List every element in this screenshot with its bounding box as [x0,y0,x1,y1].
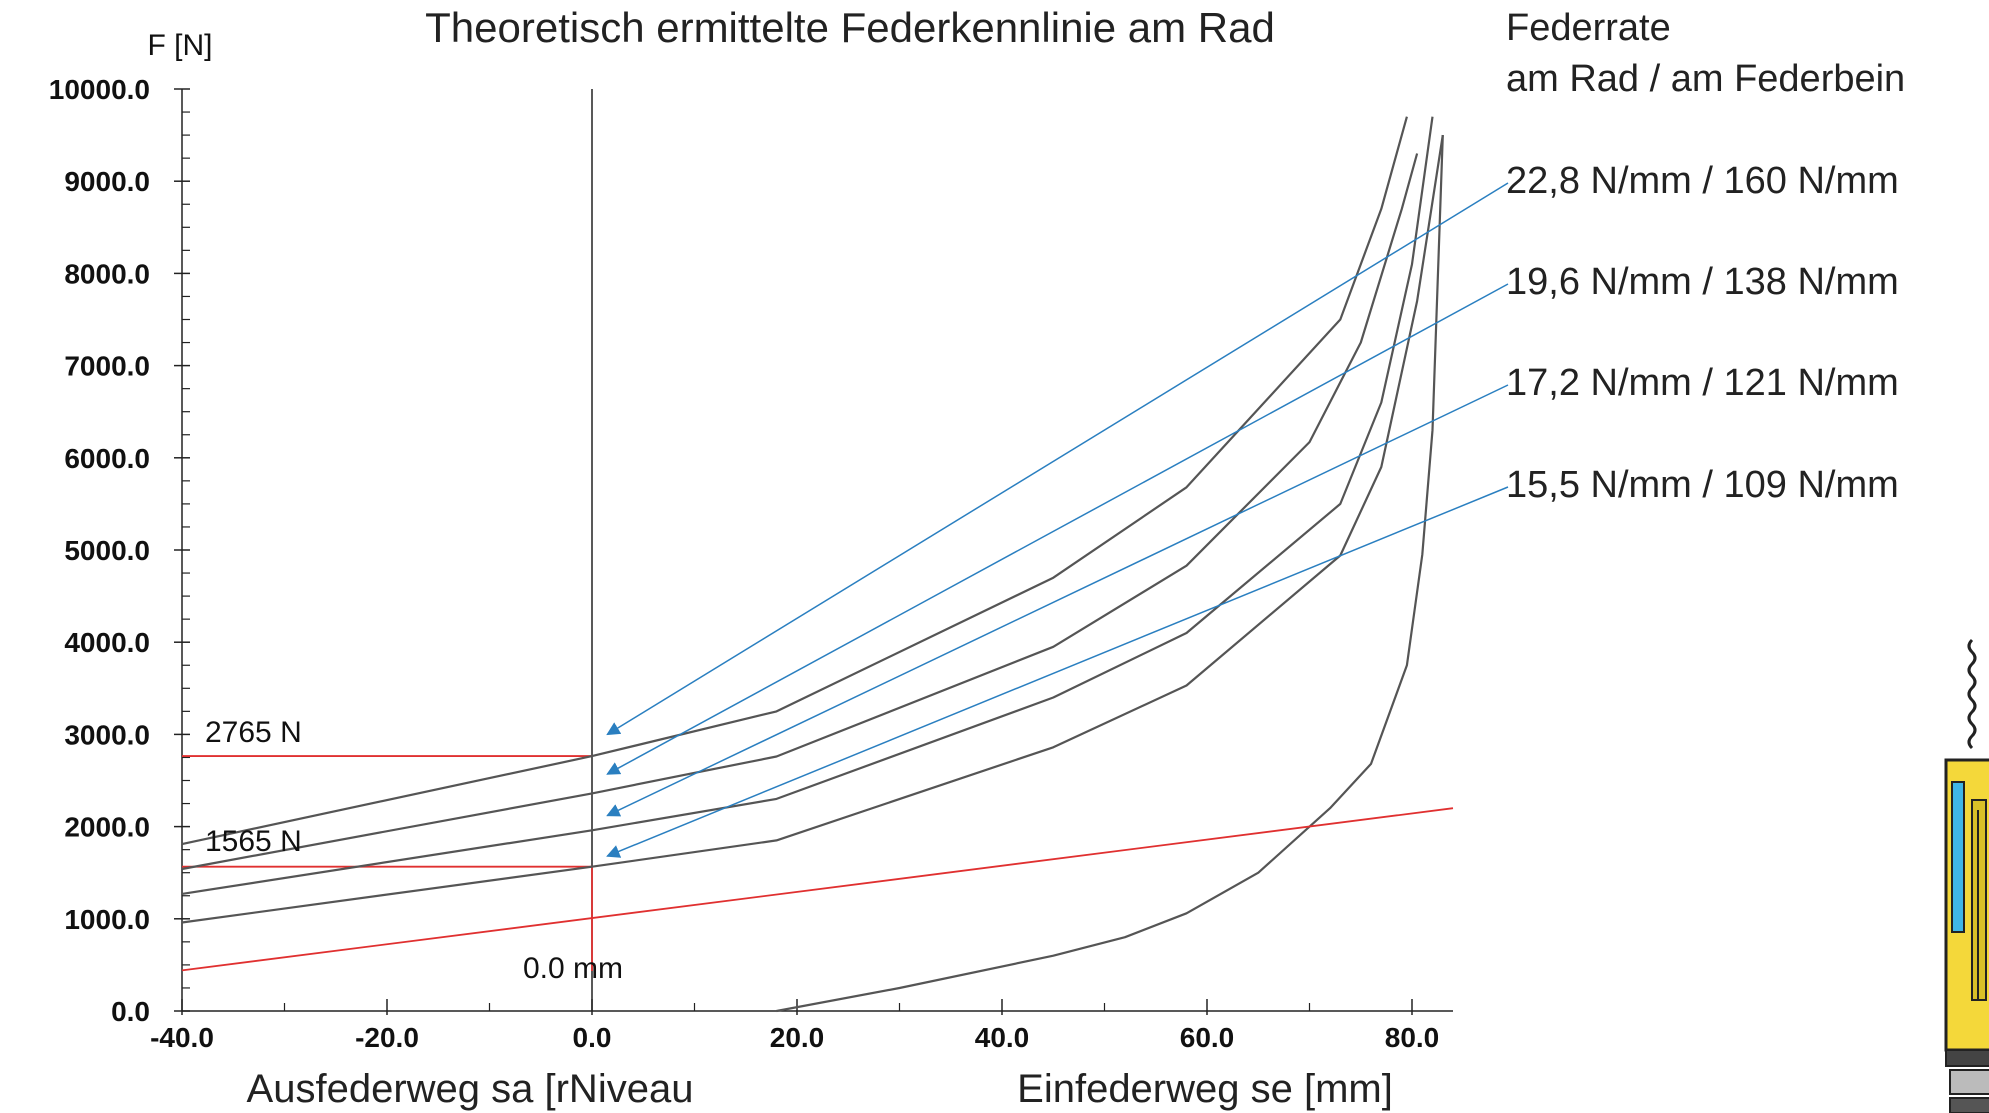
y-tick-label: 10000.0 [49,74,150,105]
series-lines [181,116,1454,1013]
legend-entry-3: 17,2 N/mm / 121 N/mm [1506,362,1899,404]
legend-entry-1: 22,8 N/mm / 160 N/mm [1506,160,1899,202]
legend-header-line-2: am Rad / am Federbein [1506,58,1905,100]
y-tick-label: 8000.0 [64,258,150,289]
series-line-1 [181,116,1408,846]
leader-lines [606,182,1509,858]
leader-line-4 [606,486,1509,858]
x-axis-label-left: Ausfederweg sa [rNiveau [247,1067,694,1111]
x-tick-label: 0.0 [573,1022,612,1053]
leader-line-2 [606,283,1509,775]
series-line-4 [181,134,1444,924]
x-tick-label: -20.0 [355,1022,419,1053]
y-tick-label: 2000.0 [64,812,150,843]
chart-title: Theoretisch ermittelte Federkennlinie am… [425,4,1275,51]
y-tick-label: 0.0 [111,996,150,1027]
leader-line-1 [606,182,1509,736]
y-tick-label: 6000.0 [64,443,150,474]
y-tick-label: 7000.0 [64,351,150,382]
series-line-3 [181,116,1434,895]
x-tick-label: 20.0 [770,1022,825,1053]
x-tick-label: 40.0 [975,1022,1030,1053]
annotation-force-2: 1565 N [205,825,302,858]
legend-entry-4: 15,5 N/mm / 109 N/mm [1506,464,1899,506]
y-tick-label: 1000.0 [64,904,150,935]
x-axis-label-right: Einfederweg se [mm] [1017,1067,1393,1111]
strut-illustration [1944,638,1989,1113]
y-tick-label: 5000.0 [64,535,150,566]
legend-entry-2: 19,6 N/mm / 138 N/mm [1506,261,1899,303]
x-tick-label: 60.0 [1180,1022,1235,1053]
annotation-force-1: 2765 N [205,716,302,749]
x-tick-label: 80.0 [1385,1022,1440,1053]
y-tick-label: 4000.0 [64,627,150,658]
series-line-5 [776,135,1444,1013]
x-tick-label: -40.0 [150,1022,214,1053]
x-axis: -40.0 -20.0 0.0 20.0 40.0 60.0 80.0 [150,999,1453,1053]
series-line-2 [181,153,1419,871]
reference-lines [182,89,593,1011]
leader-line-3 [606,384,1509,817]
y-tick-label: 9000.0 [64,166,150,197]
y-tick-label: 3000.0 [64,719,150,750]
annotation-zero-mm: 0.0 mm [523,952,623,985]
y-axis-label: F [N] [148,29,213,62]
legend-header-line-1: Federrate [1506,7,1671,49]
series-line-6 [181,807,1454,972]
y-axis: 0.0 1000.0 2000.0 3000.0 4000.0 5000.0 6000.0 7… [49,74,190,1027]
